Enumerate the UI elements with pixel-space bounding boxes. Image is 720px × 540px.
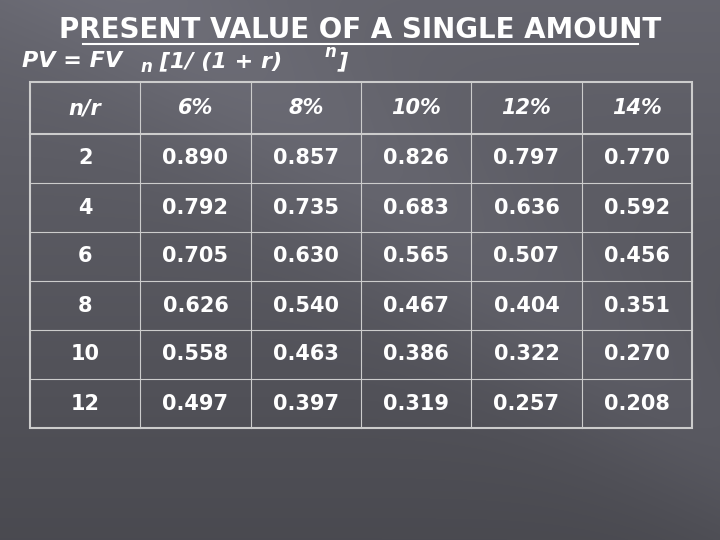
- Text: 0.626: 0.626: [163, 295, 228, 315]
- Text: 14%: 14%: [612, 98, 662, 118]
- Text: 0.857: 0.857: [273, 148, 339, 168]
- Text: 0.507: 0.507: [493, 246, 559, 267]
- Text: 0.797: 0.797: [493, 148, 559, 168]
- Text: 0.826: 0.826: [383, 148, 449, 168]
- Text: 0.270: 0.270: [604, 345, 670, 364]
- Text: 0.404: 0.404: [494, 295, 559, 315]
- Text: n/r: n/r: [69, 98, 102, 118]
- Text: 8%: 8%: [288, 98, 323, 118]
- Text: 0.540: 0.540: [273, 295, 339, 315]
- Text: 0.463: 0.463: [273, 345, 339, 364]
- Text: 8: 8: [78, 295, 92, 315]
- Text: 0.890: 0.890: [163, 148, 228, 168]
- Text: 0.705: 0.705: [163, 246, 228, 267]
- Text: 0.636: 0.636: [494, 198, 559, 218]
- Text: [1/ (1 + r): [1/ (1 + r): [152, 51, 282, 71]
- Text: 0.467: 0.467: [383, 295, 449, 315]
- Text: n: n: [324, 43, 336, 61]
- Text: PRESENT VALUE OF A SINGLE AMOUNT: PRESENT VALUE OF A SINGLE AMOUNT: [59, 16, 661, 44]
- Text: 0.322: 0.322: [494, 345, 559, 364]
- Text: 0.792: 0.792: [163, 198, 228, 218]
- Text: 0.319: 0.319: [383, 394, 449, 414]
- Text: 0.565: 0.565: [383, 246, 449, 267]
- Text: ]: ]: [338, 51, 348, 71]
- Text: 0.735: 0.735: [273, 198, 339, 218]
- Text: 10%: 10%: [391, 98, 441, 118]
- Text: 0.592: 0.592: [604, 198, 670, 218]
- Text: 0.397: 0.397: [273, 394, 339, 414]
- Text: 12%: 12%: [502, 98, 552, 118]
- Text: 0.630: 0.630: [273, 246, 339, 267]
- Text: 4: 4: [78, 198, 92, 218]
- Text: 0.683: 0.683: [383, 198, 449, 218]
- Text: 12: 12: [71, 394, 99, 414]
- Text: 0.497: 0.497: [163, 394, 228, 414]
- Text: 0.257: 0.257: [493, 394, 559, 414]
- Text: 10: 10: [71, 345, 99, 364]
- Text: 0.351: 0.351: [604, 295, 670, 315]
- Text: PV = FV: PV = FV: [22, 51, 122, 71]
- Bar: [30, 82, 692, 428]
- Text: 0.770: 0.770: [604, 148, 670, 168]
- Text: 2: 2: [78, 148, 92, 168]
- Text: n: n: [140, 58, 152, 76]
- Text: 6%: 6%: [178, 98, 213, 118]
- Text: 0.386: 0.386: [383, 345, 449, 364]
- Text: 0.208: 0.208: [604, 394, 670, 414]
- Text: 0.558: 0.558: [163, 345, 228, 364]
- Text: 0.456: 0.456: [604, 246, 670, 267]
- Text: 6: 6: [78, 246, 92, 267]
